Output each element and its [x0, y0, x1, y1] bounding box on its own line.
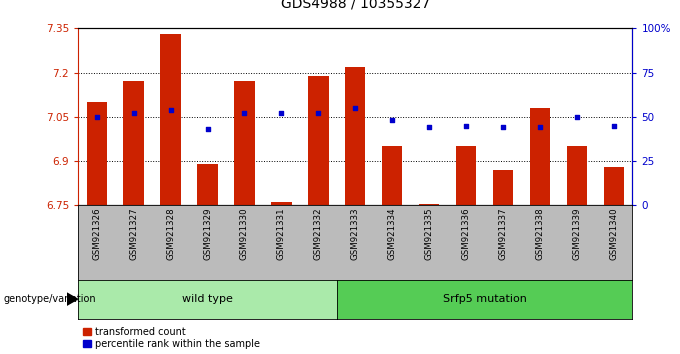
Text: Srfp5 mutation: Srfp5 mutation [443, 294, 526, 304]
Text: wild type: wild type [182, 294, 233, 304]
Point [498, 125, 509, 130]
Point [128, 110, 139, 116]
Bar [160, 34, 181, 205]
Point [239, 110, 250, 116]
Bar [86, 102, 107, 205]
Text: GSM921329: GSM921329 [203, 207, 212, 260]
Point [609, 123, 619, 129]
Text: GSM921332: GSM921332 [314, 207, 323, 260]
Text: GSM921335: GSM921335 [425, 207, 434, 260]
Text: GSM921337: GSM921337 [498, 207, 507, 260]
Point [460, 123, 471, 129]
Bar [197, 164, 218, 205]
Text: GSM921326: GSM921326 [92, 207, 101, 260]
Bar [604, 167, 624, 205]
Text: GSM921327: GSM921327 [129, 207, 138, 260]
Bar [530, 108, 550, 205]
Bar [308, 75, 328, 205]
Point [534, 125, 545, 130]
Bar [124, 81, 143, 205]
Bar [493, 170, 513, 205]
Point [91, 114, 102, 120]
Text: GSM921331: GSM921331 [277, 207, 286, 260]
Bar [567, 146, 587, 205]
Text: GDS4988 / 10355327: GDS4988 / 10355327 [281, 0, 430, 11]
Point [313, 110, 324, 116]
Text: GSM921339: GSM921339 [573, 207, 581, 260]
Text: GSM921336: GSM921336 [462, 207, 471, 260]
Bar [345, 67, 365, 205]
Bar [382, 146, 403, 205]
Text: GSM921330: GSM921330 [240, 207, 249, 260]
Text: GSM921340: GSM921340 [609, 207, 618, 260]
Text: GSM921328: GSM921328 [166, 207, 175, 260]
Polygon shape [67, 293, 78, 305]
Text: GSM921333: GSM921333 [351, 207, 360, 260]
Point [276, 110, 287, 116]
Point [387, 118, 398, 123]
Point [571, 114, 582, 120]
Text: GSM921338: GSM921338 [536, 207, 545, 260]
Point [202, 126, 213, 132]
Bar [271, 202, 292, 205]
Legend: transformed count, percentile rank within the sample: transformed count, percentile rank withi… [83, 327, 260, 349]
Point [350, 105, 360, 111]
Bar [456, 146, 476, 205]
Point [165, 107, 176, 113]
Bar [235, 81, 254, 205]
Text: GSM921334: GSM921334 [388, 207, 396, 260]
Text: genotype/variation: genotype/variation [3, 294, 96, 304]
Point [424, 125, 435, 130]
Bar [419, 204, 439, 205]
